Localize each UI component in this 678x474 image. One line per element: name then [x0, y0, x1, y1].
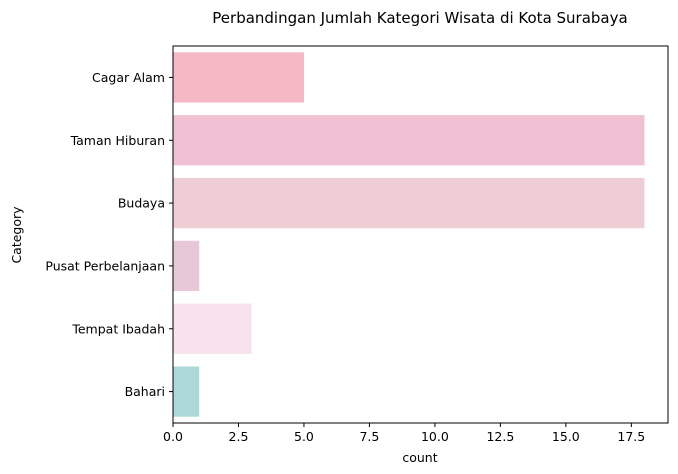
- x-tick-label: 15.0: [552, 429, 580, 444]
- x-tick-label: 7.5: [359, 429, 379, 444]
- x-tick-label: 10.0: [421, 429, 449, 444]
- chart-title: Perbandingan Jumlah Kategori Wisata di K…: [212, 9, 627, 27]
- bar-cagar-alam: [173, 52, 304, 103]
- y-tick-label: Tempat Ibadah: [71, 321, 165, 336]
- y-tick-label: Budaya: [118, 196, 165, 211]
- x-axis-ticks: 0.0 2.5 5.0 7.5 10.0 12.5 15.0 17.5: [163, 423, 645, 444]
- y-tick-label: Taman Hiburan: [70, 133, 165, 148]
- x-tick-label: 17.5: [617, 429, 645, 444]
- y-axis-label: Category: [9, 206, 24, 264]
- y-tick-label: Bahari: [125, 384, 165, 399]
- y-tick-label: Cagar Alam: [92, 70, 165, 85]
- bar-budaya: [173, 177, 645, 229]
- x-tick-label: 0.0: [163, 429, 183, 444]
- bar-pusat-perbelanjaan: [173, 240, 200, 292]
- bar-tempat-ibadah: [173, 303, 252, 354]
- x-tick-label: 12.5: [486, 429, 514, 444]
- y-axis-ticks: Cagar Alam Taman Hiburan Budaya Pusat Perbe…: [45, 70, 173, 399]
- x-tick-label: 5.0: [294, 429, 314, 444]
- bar-taman-hiburan: [173, 115, 645, 166]
- x-tick-label: 2.5: [229, 429, 249, 444]
- bars-group: [173, 52, 645, 417]
- plot-frame: [172, 45, 669, 424]
- bar-bahari: [173, 366, 200, 417]
- x-axis-label: count: [402, 450, 437, 465]
- y-tick-label: Pusat Perbelanjaan: [45, 258, 165, 273]
